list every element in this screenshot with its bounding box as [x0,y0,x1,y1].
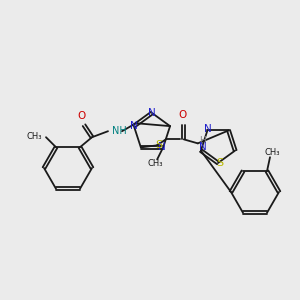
Text: N: N [203,124,211,134]
Text: CH₃: CH₃ [264,148,280,157]
Text: O: O [77,111,85,121]
Text: CH₃: CH₃ [26,132,42,141]
Text: S: S [155,140,162,150]
Text: CH₃: CH₃ [147,159,163,168]
Text: S: S [216,158,224,168]
Text: N: N [130,121,138,131]
Text: NH: NH [112,126,127,136]
Text: H: H [199,136,206,145]
Text: N: N [148,108,156,118]
Text: N: N [158,142,166,152]
Text: N: N [199,142,207,152]
Text: O: O [179,110,187,120]
